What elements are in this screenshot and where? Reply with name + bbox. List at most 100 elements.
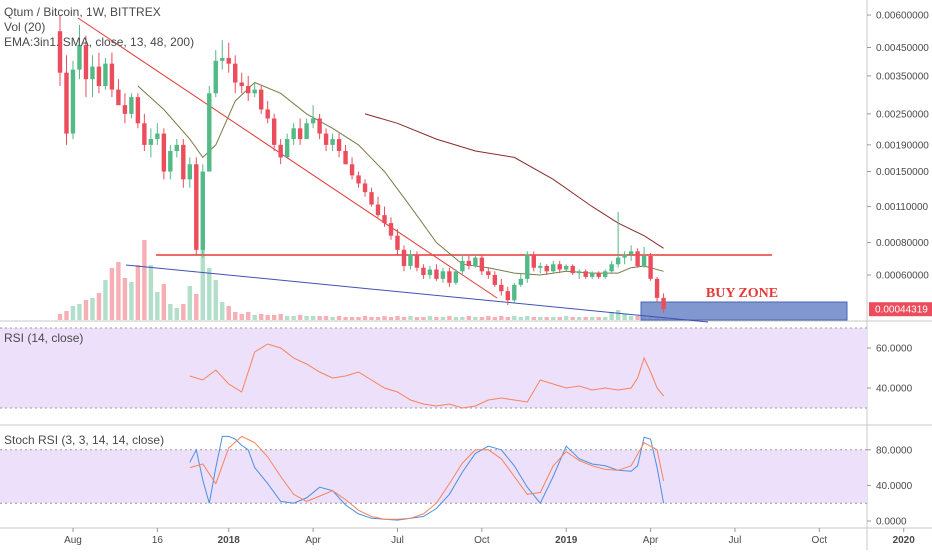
candle-body [447, 271, 452, 283]
volume-bar [200, 245, 205, 320]
volume-bar [239, 314, 244, 320]
candle [57, 15, 63, 87]
candle [479, 254, 485, 276]
candle-body [356, 175, 361, 184]
ema-label[interactable]: EMA:3in1. SMA, close, 13, 48, 200) [4, 35, 195, 49]
volume-bar [557, 317, 562, 320]
candle [401, 245, 407, 272]
volume-bar [518, 317, 523, 320]
volume-bar [122, 278, 128, 320]
indicator-tick-label: 40.0000 [876, 481, 913, 492]
volume-bar [304, 316, 309, 320]
candle-body [577, 271, 582, 274]
volume-bar [589, 317, 595, 320]
volume-bar [129, 282, 134, 320]
candle [155, 123, 160, 145]
volume-bar [615, 310, 621, 320]
volume-bar [486, 316, 491, 320]
candle [492, 271, 498, 287]
volume-bar [291, 316, 296, 320]
volume-bar [622, 314, 627, 320]
candle-body [246, 86, 251, 94]
volume-bar [369, 317, 374, 320]
candle [395, 229, 400, 255]
candle [570, 264, 575, 276]
candle-body [583, 271, 588, 277]
candle-body [103, 63, 108, 87]
volume-bar [421, 317, 426, 320]
candle-body [609, 264, 614, 272]
volume-bar [194, 294, 199, 320]
stoch-label[interactable]: Stoch RSI (3, 3, 14, 14, close) [4, 433, 165, 447]
candle [382, 206, 387, 227]
volume-bar [233, 312, 238, 320]
rsi-legend: RSI (14, close) [4, 331, 83, 346]
volume-bar [220, 302, 225, 320]
candle-body [181, 144, 186, 180]
indicator-tick-label: 80.0000 [876, 445, 913, 456]
candle-body [615, 257, 621, 265]
price-tick-label: 0.00060000 [876, 271, 929, 282]
buy-zone-box [640, 301, 848, 321]
price-tick-label: 0.00150000 [876, 167, 929, 178]
volume-bar [343, 317, 348, 320]
candle-body [421, 267, 426, 276]
candle-body [654, 278, 660, 298]
volume-label[interactable]: Vol (20) [4, 20, 46, 34]
volume-bar [596, 317, 601, 320]
candle [538, 262, 543, 274]
candle-body [96, 66, 102, 87]
stoch-legend: Stoch RSI (3, 3, 14, 14, close) [4, 433, 164, 448]
time-tick-label: 16 [152, 535, 164, 546]
candle [375, 196, 381, 218]
candle-body [414, 254, 420, 268]
candle-body [336, 139, 342, 151]
candle [525, 251, 530, 283]
candle-body [466, 260, 472, 266]
candle-body [258, 89, 264, 110]
candle [518, 273, 523, 287]
candle-body [194, 164, 199, 250]
candle [70, 60, 76, 140]
price-tick-label: 0.00600000 [876, 11, 929, 22]
candle-body [168, 150, 173, 172]
volume-bar [525, 316, 530, 320]
support-trendline [125, 264, 709, 323]
volume-bar [349, 317, 355, 320]
symbol-label[interactable]: Qtum / Bitcoin, 1W, BITTREX [4, 5, 161, 19]
time-tick-label: Jul [391, 535, 404, 546]
volume-bar [207, 268, 212, 320]
volume-bar [544, 317, 549, 320]
indicator-band [0, 328, 867, 408]
volume-bar [278, 314, 283, 320]
candle-body [551, 264, 556, 272]
time-tick-label: Oct [474, 535, 490, 546]
candle-body [155, 133, 160, 140]
candle [408, 249, 413, 270]
candle-body [401, 249, 407, 266]
candle [460, 254, 465, 276]
price-tick-label: 0.00080000 [876, 238, 929, 249]
volume-bar [265, 315, 270, 320]
candle-body [83, 45, 89, 80]
candle [161, 128, 167, 180]
time-tick-label: Apr [643, 535, 659, 546]
volume-bar [512, 316, 517, 320]
candle [310, 105, 316, 129]
candle-body [57, 31, 63, 73]
candle [596, 271, 601, 279]
stoch-d-line [189, 435, 665, 520]
candle [168, 144, 173, 180]
volume-bar [447, 316, 452, 320]
volume-bar [246, 312, 251, 320]
candle [564, 264, 569, 272]
rsi-label[interactable]: RSI (14, close) [4, 331, 84, 345]
candles [57, 15, 666, 313]
candle [122, 93, 128, 124]
candle-body [486, 271, 491, 276]
volume-bar [284, 316, 290, 320]
volume-bar [174, 308, 180, 320]
volume-bar [577, 317, 582, 320]
